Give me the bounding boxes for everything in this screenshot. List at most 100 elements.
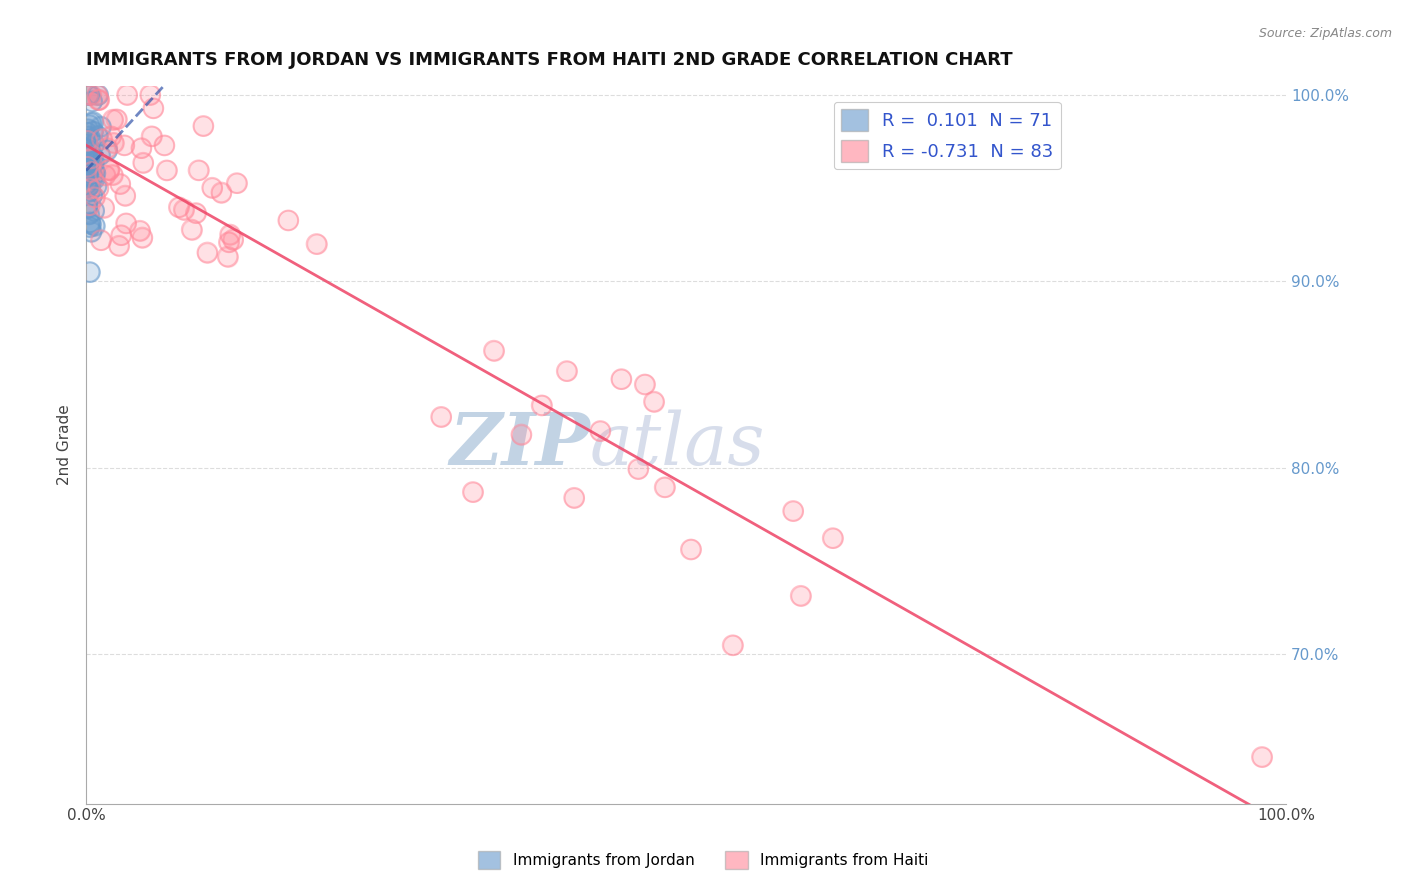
Point xyxy=(131,230,153,244)
Point xyxy=(510,427,533,442)
Point xyxy=(110,228,132,243)
Point xyxy=(76,197,98,211)
Point xyxy=(76,178,98,192)
Point xyxy=(108,238,131,252)
Point xyxy=(790,589,813,603)
Point xyxy=(77,143,100,157)
Text: atlas: atlas xyxy=(591,409,765,480)
Point xyxy=(76,137,98,152)
Point xyxy=(142,101,165,115)
Point xyxy=(193,119,215,133)
Point xyxy=(430,409,453,424)
Point xyxy=(105,112,128,127)
Y-axis label: 2nd Grade: 2nd Grade xyxy=(58,404,72,485)
Point xyxy=(225,176,247,190)
Point xyxy=(80,116,103,130)
Point xyxy=(461,485,484,500)
Point xyxy=(77,163,100,178)
Point xyxy=(84,166,107,180)
Point xyxy=(90,233,112,247)
Point xyxy=(83,172,105,186)
Point xyxy=(76,178,98,192)
Point xyxy=(679,542,702,557)
Point xyxy=(76,125,98,139)
Point xyxy=(98,163,121,178)
Point xyxy=(86,128,108,143)
Point xyxy=(201,180,224,194)
Point xyxy=(173,202,195,217)
Text: IMMIGRANTS FROM JORDAN VS IMMIGRANTS FROM HAITI 2ND GRADE CORRELATION CHART: IMMIGRANTS FROM JORDAN VS IMMIGRANTS FRO… xyxy=(86,51,1012,69)
Point xyxy=(83,203,105,218)
Point xyxy=(530,399,553,413)
Point xyxy=(75,177,97,191)
Point xyxy=(76,129,98,144)
Point xyxy=(79,219,101,234)
Point xyxy=(79,132,101,146)
Point xyxy=(79,215,101,229)
Point xyxy=(77,122,100,136)
Point xyxy=(83,155,105,169)
Point xyxy=(98,163,121,178)
Point xyxy=(482,343,505,358)
Point xyxy=(80,165,103,179)
Point xyxy=(79,145,101,160)
Point xyxy=(562,491,585,505)
Point xyxy=(86,87,108,102)
Point xyxy=(209,186,232,200)
Point xyxy=(131,141,153,155)
Point xyxy=(76,165,98,179)
Point xyxy=(821,531,844,545)
Point xyxy=(80,225,103,239)
Point xyxy=(76,129,98,144)
Point xyxy=(76,150,98,164)
Point xyxy=(75,143,97,157)
Point xyxy=(105,112,128,127)
Point xyxy=(77,87,100,102)
Point xyxy=(76,142,98,156)
Point xyxy=(76,158,98,172)
Point xyxy=(115,216,138,230)
Point xyxy=(610,372,633,386)
Point xyxy=(219,227,242,242)
Point xyxy=(187,163,209,178)
Point xyxy=(79,87,101,102)
Point xyxy=(184,206,207,220)
Legend: R =  0.101  N = 71, R = -0.731  N = 83: R = 0.101 N = 71, R = -0.731 N = 83 xyxy=(834,102,1062,169)
Point xyxy=(679,542,702,557)
Point xyxy=(76,161,98,175)
Point xyxy=(87,93,110,107)
Point xyxy=(76,134,98,148)
Point xyxy=(80,217,103,231)
Point xyxy=(87,93,110,107)
Point xyxy=(82,157,104,171)
Point xyxy=(75,177,97,191)
Point xyxy=(1251,750,1274,764)
Point xyxy=(79,182,101,196)
Point xyxy=(197,245,219,260)
Point xyxy=(76,180,98,194)
Point xyxy=(83,219,105,233)
Point xyxy=(277,213,299,227)
Point xyxy=(131,141,153,155)
Point xyxy=(79,145,101,159)
Point xyxy=(76,197,98,211)
Point xyxy=(139,87,162,102)
Point xyxy=(589,424,612,438)
Point xyxy=(87,181,110,195)
Point xyxy=(82,115,104,129)
Point xyxy=(75,143,97,157)
Point xyxy=(79,198,101,212)
Point xyxy=(141,129,163,144)
Point xyxy=(721,638,744,652)
Point xyxy=(100,129,122,144)
Point xyxy=(77,122,100,136)
Point xyxy=(821,531,844,545)
Point xyxy=(77,155,100,169)
Point xyxy=(83,190,105,204)
Point xyxy=(156,163,179,178)
Point xyxy=(76,201,98,215)
Point xyxy=(180,222,202,236)
Point xyxy=(80,95,103,109)
Point xyxy=(83,172,105,186)
Point xyxy=(103,136,125,150)
